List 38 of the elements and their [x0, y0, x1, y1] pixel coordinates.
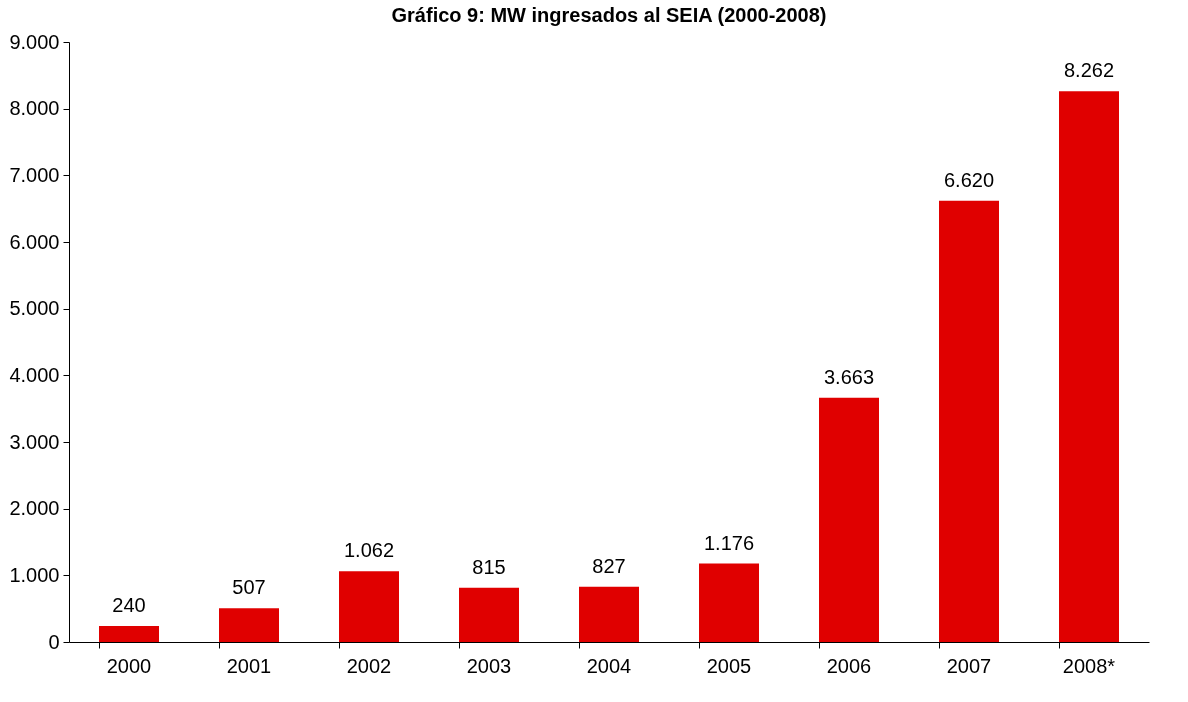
bar: [339, 571, 399, 642]
y-tick-label: 3.000: [9, 430, 60, 453]
y-tick-label: 8.000: [9, 97, 60, 120]
y-tick-label: 7.000: [9, 163, 60, 186]
y-tick-label: 6.000: [9, 230, 60, 253]
bar: [819, 397, 879, 642]
y-tick-label: 4.000: [9, 363, 60, 386]
x-tick-label: 2002: [346, 654, 392, 677]
data-label: 6.620: [943, 168, 995, 191]
x-tick-label: 2000: [106, 654, 152, 677]
y-tick-label: 0: [48, 630, 60, 653]
y-tick-label: 9.000: [9, 30, 60, 53]
y-tick-label: 5.000: [9, 297, 60, 320]
bar: [699, 563, 759, 642]
bar: [1059, 91, 1119, 642]
x-tick-label: 2008*: [1062, 654, 1116, 677]
bar: [459, 587, 519, 642]
x-tick-label: 2004: [586, 654, 632, 677]
x-tick-label: 2005: [706, 654, 752, 677]
y-tick-label: 2.000: [9, 497, 60, 520]
chart-title: Gráfico 9: MW ingresados al SEIA (2000-2008): [391, 4, 827, 26]
x-tick-label: 2006: [826, 654, 872, 677]
data-label: 3.663: [823, 365, 875, 388]
y-tick-label: 1.000: [9, 563, 60, 586]
data-label: 507: [232, 576, 266, 599]
data-label: 1.176: [703, 531, 755, 554]
data-label: 8.262: [1063, 59, 1115, 82]
bar: [939, 200, 999, 642]
data-label: 815: [472, 555, 506, 578]
data-label: 827: [592, 554, 626, 577]
bar: [579, 586, 639, 642]
data-label: 1.062: [343, 539, 395, 562]
bar: [99, 626, 159, 642]
x-tick-label: 2003: [466, 654, 512, 677]
bar: [219, 608, 279, 642]
x-tick-label: 2007: [946, 654, 992, 677]
data-label: 240: [112, 594, 146, 616]
x-tick-label: 2001: [226, 654, 272, 677]
